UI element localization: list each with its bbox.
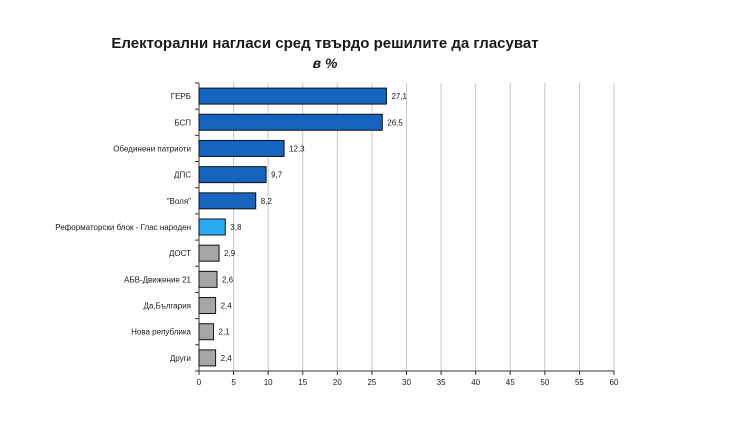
value-label: 9,7 <box>271 171 283 180</box>
value-label: 2,4 <box>221 302 233 311</box>
category-label: Нова република <box>131 328 191 337</box>
chart-subtitle: в % <box>312 55 338 71</box>
x-tick-label: 40 <box>471 378 480 387</box>
x-tick-label: 0 <box>197 378 202 387</box>
value-label: 12,3 <box>289 144 305 153</box>
x-tick-label: 55 <box>575 378 584 387</box>
category-label: Реформаторски блок - Глас народен <box>55 223 191 232</box>
category-label: ДПС <box>174 171 191 180</box>
x-tick-label: 30 <box>402 378 411 387</box>
category-label: ДОСТ <box>169 249 191 258</box>
x-tick-label: 45 <box>506 378 515 387</box>
x-tick-label: 15 <box>298 378 307 387</box>
bar <box>198 166 267 184</box>
bar <box>198 323 215 341</box>
x-tick-label: 10 <box>264 378 273 387</box>
bar <box>198 192 257 210</box>
value-label: 3,8 <box>230 223 242 232</box>
value-label: 26,5 <box>387 118 403 127</box>
bar <box>198 218 226 236</box>
x-tick-label: 35 <box>437 378 446 387</box>
category-label: "Воля" <box>167 197 191 206</box>
value-label: 2,4 <box>221 354 233 363</box>
x-tick-label: 60 <box>610 378 619 387</box>
x-tick-label: 5 <box>231 378 236 387</box>
bar <box>198 244 220 262</box>
bar <box>198 87 387 105</box>
bar <box>198 113 383 131</box>
value-label: 2,9 <box>224 249 236 258</box>
bar <box>198 349 217 367</box>
chart-title: Електорални нагласи сред твърдо решилите… <box>111 35 539 52</box>
value-label: 2,1 <box>219 328 231 337</box>
x-tick-label: 25 <box>367 378 376 387</box>
x-tick-label: 20 <box>333 378 342 387</box>
value-label: 8,2 <box>261 197 273 206</box>
category-label: БСП <box>174 118 191 127</box>
category-label: Да,България <box>144 302 191 311</box>
category-label: Обединени патриоти <box>113 144 191 153</box>
x-tick-label: 50 <box>540 378 549 387</box>
category-label: ГЕРБ <box>171 92 191 101</box>
bars <box>198 87 387 367</box>
value-label: 2,6 <box>222 275 234 284</box>
category-label: АБВ-Движение 21 <box>124 275 192 284</box>
category-label: Други <box>170 354 191 363</box>
bar <box>198 139 285 157</box>
bar <box>198 297 217 315</box>
value-label: 27,1 <box>391 92 407 101</box>
bar <box>198 270 218 288</box>
labels: 0 5 10 15 20 25 30 35 40 45 50 55 60 ГЕРБ 27,1 БСП 26,5 О… <box>55 92 619 387</box>
